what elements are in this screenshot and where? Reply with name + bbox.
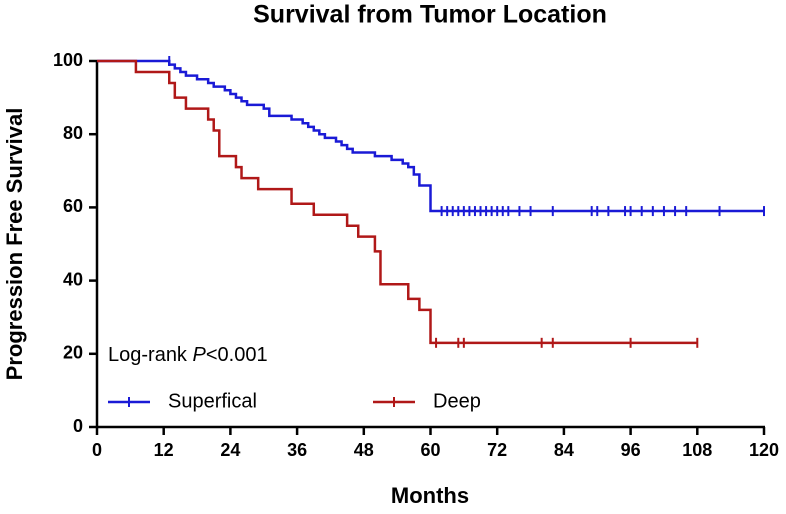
x-tick-label: 24	[220, 440, 240, 460]
legend-label: Deep	[433, 390, 481, 412]
legend-label: Superfical	[168, 390, 257, 412]
y-axis-title: Progression Free Survival	[2, 108, 27, 381]
x-tick-label: 0	[92, 440, 102, 460]
y-tick-label: 60	[63, 196, 83, 216]
x-tick-label: 120	[749, 440, 779, 460]
annotation-text: P	[193, 344, 207, 366]
x-tick-label: 108	[682, 440, 712, 460]
annotation-text: <0.001	[206, 344, 268, 366]
annotation-text: Log-rank	[108, 344, 193, 366]
x-tick-label: 12	[154, 440, 174, 460]
chart-title: Survival from Tumor Location	[253, 1, 607, 29]
x-tick-label: 96	[621, 440, 641, 460]
annotation: Log-rank P<0.001	[108, 344, 268, 366]
survival-line	[97, 59, 698, 345]
x-tick-label: 36	[287, 440, 307, 460]
survival-line	[97, 59, 764, 213]
x-axis-title: Months	[391, 483, 469, 508]
y-tick-label: 20	[63, 343, 83, 363]
x-tick-label: 84	[554, 440, 574, 460]
y-tick-label: 100	[53, 50, 83, 70]
x-tick-label: 48	[354, 440, 374, 460]
y-tick-label: 80	[63, 123, 83, 143]
x-tick-label: 60	[420, 440, 440, 460]
y-tick-label: 0	[73, 416, 83, 436]
x-tick-label: 72	[487, 440, 507, 460]
y-tick-label: 40	[63, 269, 83, 289]
